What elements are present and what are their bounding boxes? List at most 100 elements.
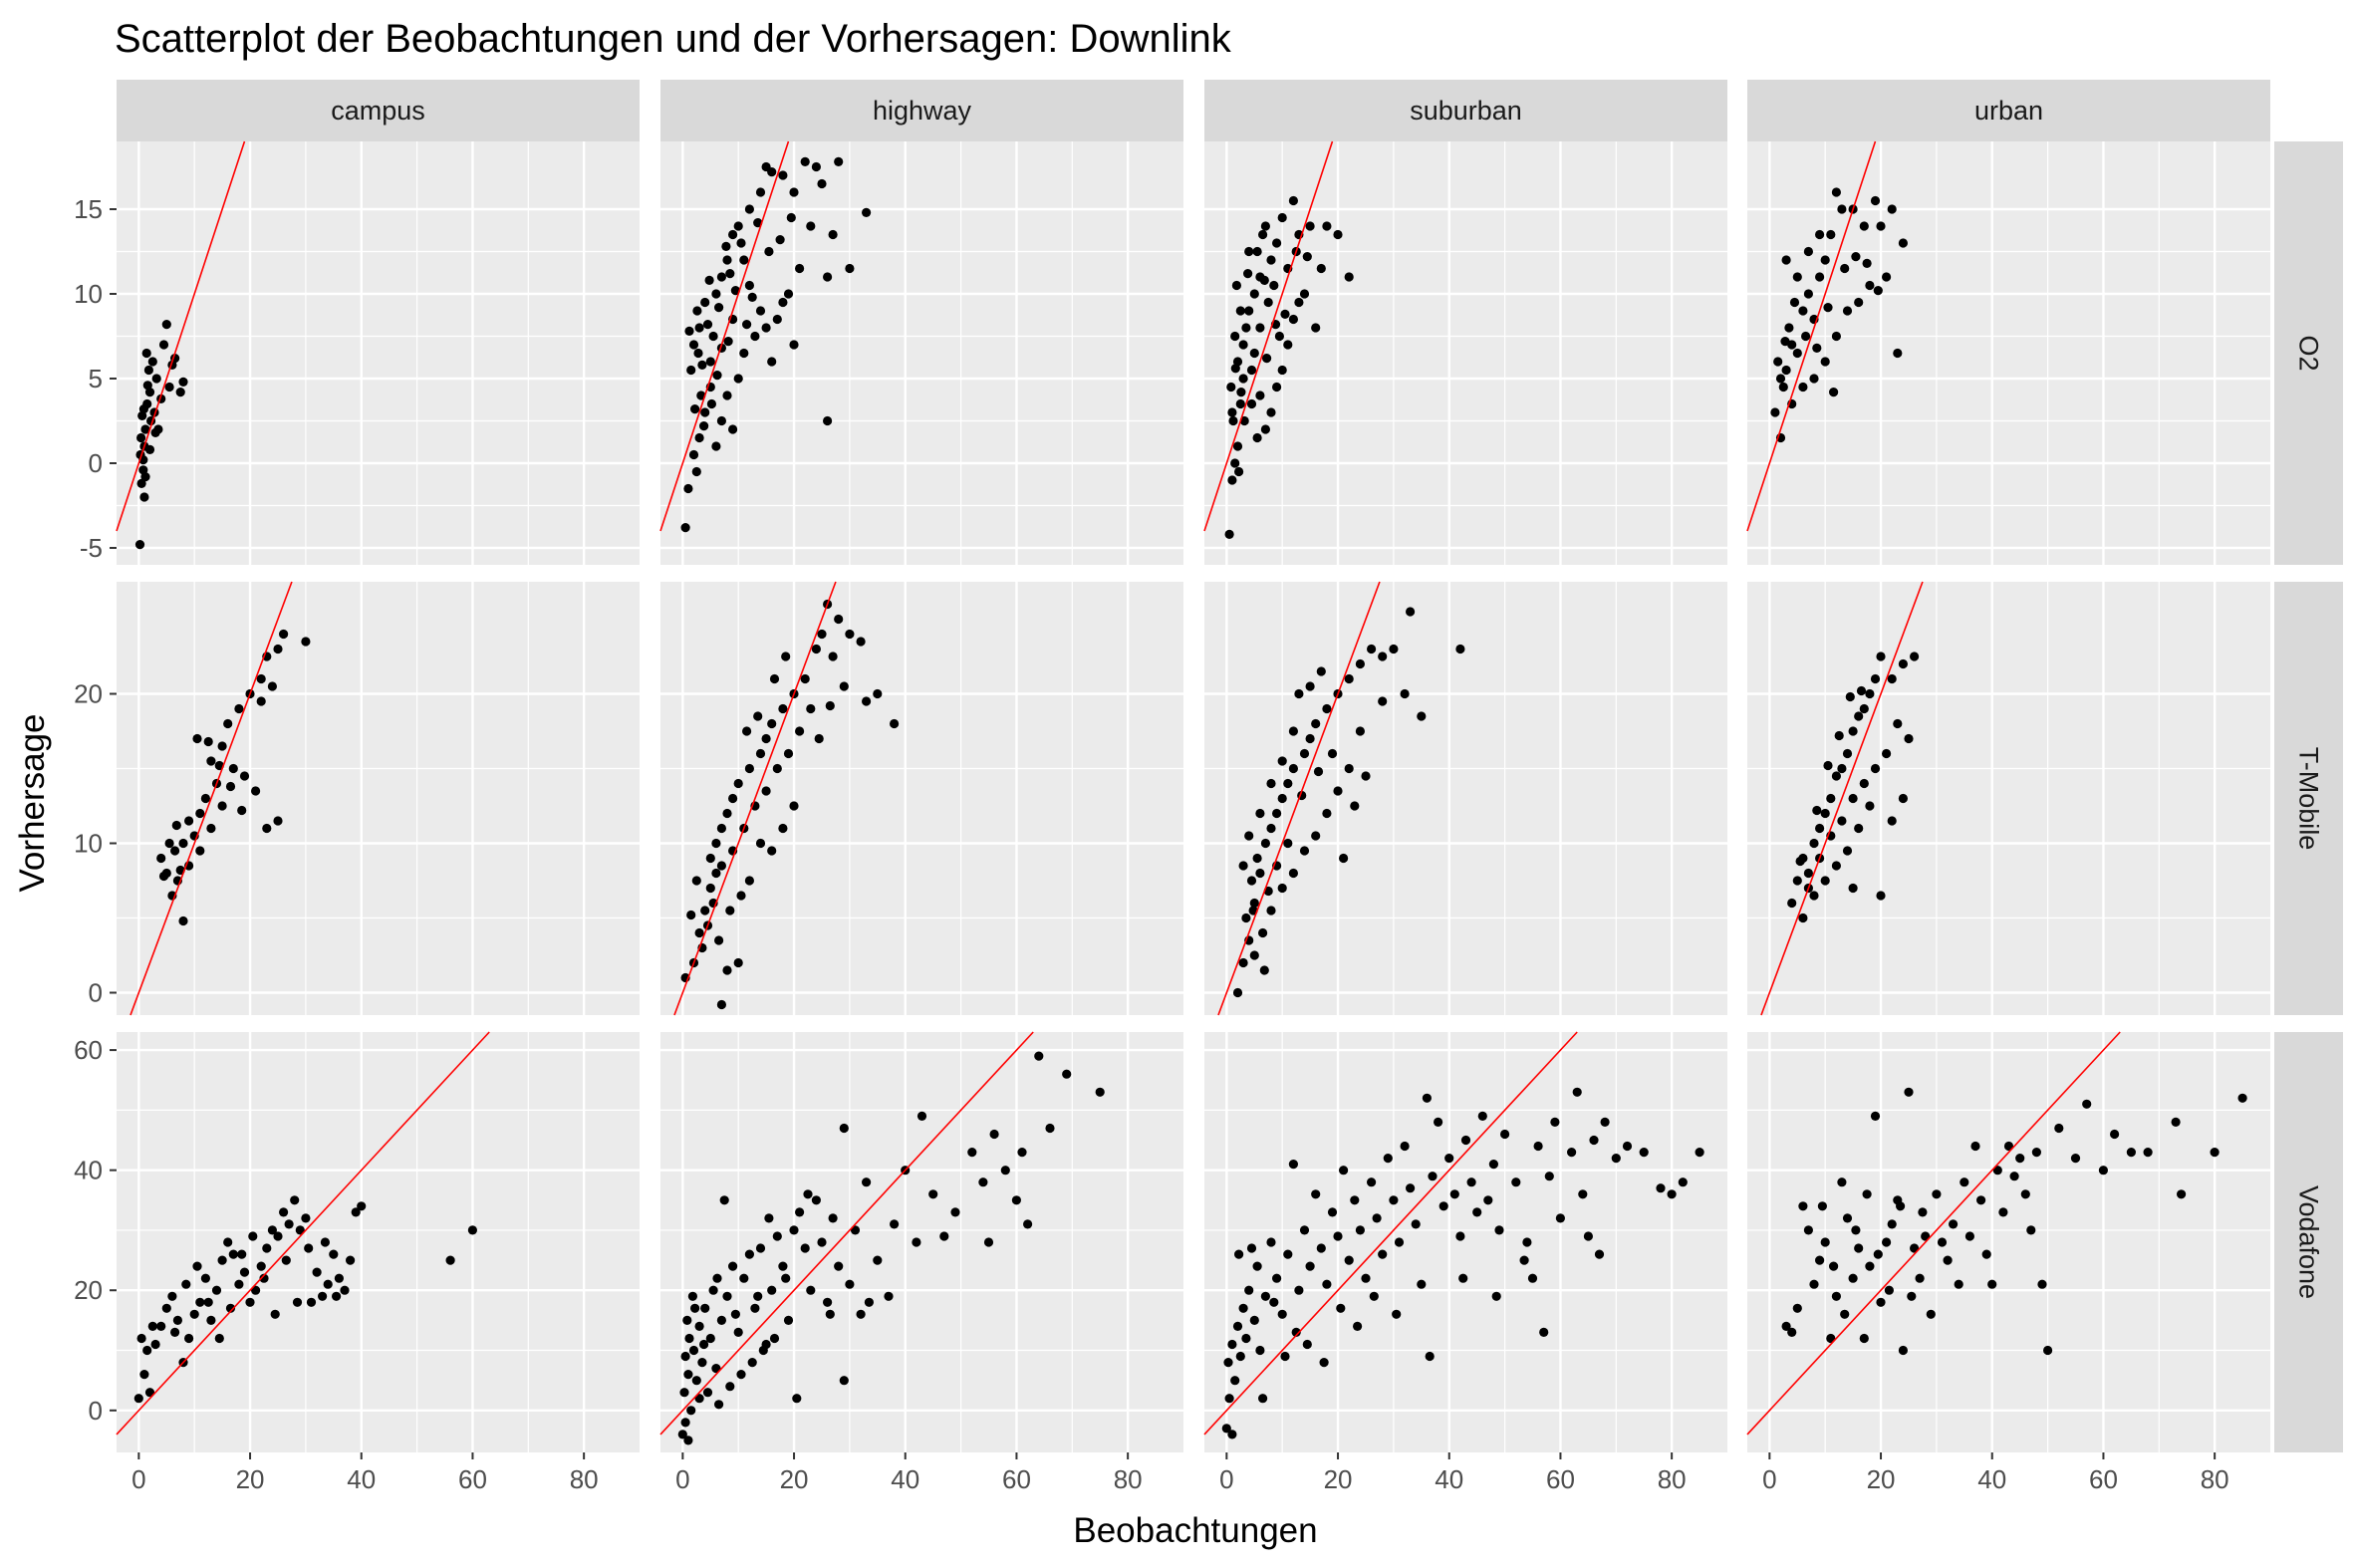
- data-point: [691, 876, 701, 886]
- data-point: [736, 1370, 746, 1380]
- data-point: [1792, 876, 1802, 886]
- data-point: [2043, 1345, 2053, 1356]
- data-point: [1236, 388, 1246, 397]
- data-point: [1611, 1154, 1621, 1164]
- reference-line: [1203, 1031, 1578, 1436]
- data-point: [983, 1237, 994, 1247]
- data-point: [767, 167, 777, 177]
- data-point: [1378, 696, 1388, 706]
- data-point: [1339, 853, 1349, 864]
- data-point: [1316, 1243, 1326, 1253]
- data-point: [688, 340, 699, 350]
- data-point: [1837, 204, 1847, 214]
- data-point: [1355, 1225, 1365, 1235]
- data-point: [825, 700, 835, 711]
- data-point: [1288, 868, 1298, 879]
- data-point: [1243, 269, 1253, 279]
- data-point: [1622, 1141, 1633, 1152]
- data-point: [700, 407, 710, 417]
- data-point: [1283, 1249, 1293, 1259]
- data-point: [1023, 1219, 1033, 1229]
- data-point: [1449, 1189, 1459, 1199]
- data-point: [1845, 691, 1855, 702]
- data-point: [1533, 1141, 1543, 1152]
- data-point: [1291, 1327, 1301, 1337]
- data-point: [828, 652, 838, 661]
- data-point: [711, 1364, 721, 1374]
- data-point: [1246, 365, 1257, 376]
- data-point: [323, 1279, 333, 1289]
- data-point: [1355, 726, 1365, 736]
- data-point: [739, 348, 749, 359]
- data-point: [1778, 382, 1788, 392]
- data-point: [237, 805, 247, 816]
- data-point: [767, 846, 777, 856]
- data-point: [1249, 348, 1259, 359]
- data-point: [1926, 1309, 1936, 1319]
- facet-strip-label: suburban: [1410, 96, 1522, 126]
- data-point: [1260, 424, 1270, 434]
- data-point: [1244, 246, 1254, 257]
- data-point: [161, 1303, 171, 1313]
- data-point: [1260, 1291, 1270, 1301]
- data-point: [739, 255, 749, 265]
- data-point: [1809, 891, 1819, 901]
- reference-line: [659, 1031, 1034, 1436]
- data-point: [1460, 1135, 1471, 1146]
- data-point: [2015, 1154, 2025, 1164]
- data-point: [1327, 1207, 1338, 1217]
- data-point: [206, 756, 216, 766]
- data-point: [1823, 760, 1833, 771]
- data-point: [714, 1400, 724, 1410]
- data-point: [1865, 280, 1875, 291]
- data-point: [721, 241, 731, 251]
- data-point: [1258, 927, 1268, 938]
- data-point: [1483, 1195, 1493, 1205]
- data-point: [705, 853, 715, 864]
- data-point: [351, 1207, 361, 1217]
- data-point: [1787, 898, 1797, 909]
- data-point: [789, 187, 799, 197]
- data-point: [312, 1267, 322, 1277]
- data-point: [1992, 1166, 2002, 1176]
- data-point: [733, 374, 743, 384]
- facet-strip-urban: [1747, 80, 2270, 141]
- data-point: [677, 1430, 687, 1439]
- data-point: [1851, 1225, 1861, 1235]
- data-point: [262, 823, 272, 834]
- data-point: [248, 1231, 258, 1241]
- data-point: [1823, 303, 1833, 313]
- data-point: [1803, 1225, 1813, 1235]
- data-point: [144, 1388, 155, 1398]
- data-point: [256, 696, 266, 706]
- x-tick-label: 0: [1219, 1464, 1233, 1494]
- y-tick-label: -5: [80, 533, 103, 563]
- data-point: [1260, 221, 1270, 231]
- data-point: [1262, 354, 1272, 364]
- data-point: [1567, 1148, 1577, 1158]
- data-point: [1438, 1201, 1448, 1211]
- data-point: [1803, 289, 1813, 299]
- data-point: [1277, 756, 1287, 766]
- data-point: [730, 286, 741, 296]
- y-tick-label: 0: [89, 448, 103, 478]
- data-point: [1230, 331, 1240, 342]
- data-point: [1831, 861, 1841, 871]
- data-point: [1801, 331, 1811, 342]
- data-point: [1255, 1345, 1265, 1356]
- data-point: [862, 696, 872, 706]
- data-point: [806, 703, 816, 714]
- data-point: [742, 320, 752, 330]
- data-point: [273, 644, 283, 654]
- data-point: [823, 272, 833, 282]
- data-point: [690, 1303, 700, 1313]
- data-point: [1887, 816, 1897, 826]
- data-point: [1803, 246, 1813, 257]
- data-point: [683, 483, 693, 494]
- data-point: [1949, 1219, 1959, 1229]
- data-point: [750, 331, 760, 342]
- data-point: [151, 374, 161, 384]
- data-point: [1842, 1213, 1853, 1223]
- data-point: [1488, 1160, 1498, 1170]
- data-point: [195, 808, 205, 819]
